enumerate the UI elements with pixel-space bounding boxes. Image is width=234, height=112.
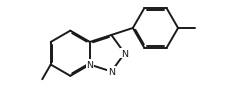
Text: N: N	[121, 49, 128, 58]
Text: N: N	[86, 60, 93, 69]
Text: N: N	[108, 67, 115, 76]
